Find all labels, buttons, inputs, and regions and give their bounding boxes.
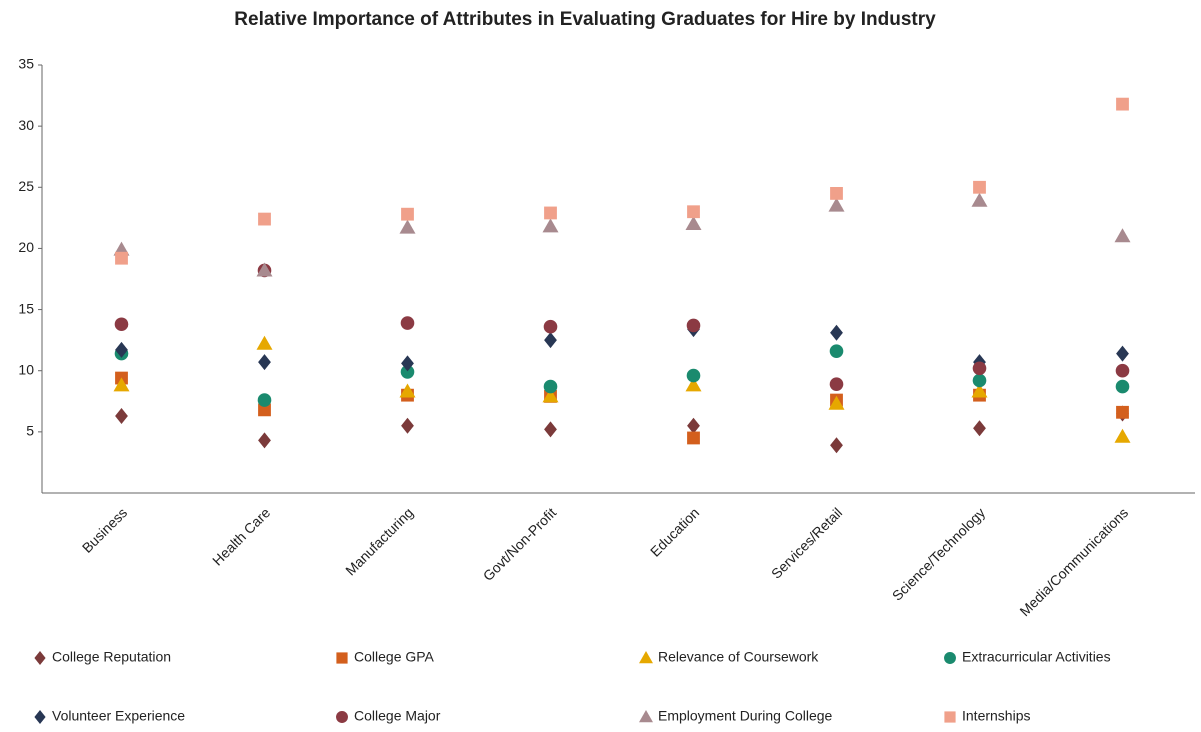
point	[686, 368, 701, 383]
legend-marker	[944, 652, 956, 664]
point	[830, 437, 843, 454]
legend-marker	[639, 651, 653, 664]
point	[1114, 428, 1131, 443]
point	[401, 355, 414, 372]
point	[113, 377, 130, 392]
x-tick-label: Health Care	[209, 504, 273, 568]
point	[686, 318, 701, 333]
x-tick-label: Science/Technology	[889, 504, 988, 603]
point	[257, 393, 272, 407]
y-tick-label: 35	[18, 56, 34, 72]
legend-label: College Reputation	[52, 649, 171, 665]
legend-marker	[336, 711, 348, 723]
point	[258, 403, 271, 417]
point	[1115, 363, 1130, 378]
point	[1116, 345, 1129, 362]
point	[544, 421, 557, 438]
y-tick-label: 15	[18, 300, 34, 316]
point	[687, 417, 700, 434]
point	[973, 420, 986, 437]
point	[687, 431, 700, 445]
point	[543, 319, 558, 334]
point	[1116, 97, 1129, 111]
legend-label: Relevance of Coursework	[658, 649, 819, 665]
legend-label: College GPA	[354, 649, 435, 665]
point	[829, 377, 844, 391]
point	[256, 262, 273, 277]
point	[971, 192, 988, 207]
x-tick-label: Education	[647, 504, 702, 559]
point	[972, 361, 987, 376]
y-tick-label: 30	[18, 117, 34, 133]
point	[685, 215, 702, 230]
point	[115, 341, 128, 358]
legend-label: Employment During College	[658, 708, 833, 724]
point	[399, 383, 416, 398]
point	[1115, 379, 1130, 394]
legend-label: Extracurricular Activities	[962, 649, 1111, 665]
y-tick-label: 5	[26, 423, 34, 439]
legend-label: Internships	[962, 708, 1030, 724]
point	[972, 373, 987, 388]
point	[544, 206, 557, 220]
point	[830, 324, 843, 341]
point	[114, 317, 129, 332]
x-tick-label: Services/Retail	[768, 504, 845, 581]
point	[400, 365, 415, 379]
legend-marker	[336, 652, 348, 664]
point	[543, 379, 558, 394]
point	[258, 354, 271, 371]
point	[401, 207, 414, 221]
point	[828, 395, 845, 410]
y-tick-label: 10	[18, 361, 34, 377]
point	[258, 212, 271, 226]
point	[829, 344, 844, 358]
point	[401, 417, 414, 434]
point	[115, 407, 128, 424]
point	[258, 432, 271, 449]
legend-marker	[34, 710, 46, 724]
point	[400, 316, 415, 330]
legend-label: College Major	[354, 708, 441, 724]
y-tick-label: 20	[18, 239, 34, 255]
point	[256, 335, 273, 350]
point	[971, 383, 988, 398]
legend-marker	[639, 710, 653, 723]
legend-marker	[944, 711, 956, 723]
point	[399, 219, 416, 234]
point	[542, 218, 559, 233]
point	[685, 377, 702, 392]
point	[542, 388, 559, 403]
x-tick-label: Govt/Non-Profit	[480, 504, 560, 584]
point	[544, 332, 557, 349]
point	[1114, 228, 1131, 243]
x-tick-label: Media/Communications	[1016, 504, 1131, 619]
point	[830, 187, 843, 200]
point	[687, 205, 700, 219]
legend-marker	[34, 651, 46, 665]
chart-title: Relative Importance of Attributes in Eva…	[234, 9, 936, 30]
point	[1116, 405, 1129, 419]
point	[828, 197, 845, 212]
point	[973, 180, 986, 194]
x-tick-label: Business	[79, 504, 130, 555]
y-tick-label: 25	[18, 178, 34, 194]
legend-label: Volunteer Experience	[52, 708, 185, 724]
point	[115, 251, 128, 265]
x-tick-label: Manufacturing	[342, 504, 416, 578]
